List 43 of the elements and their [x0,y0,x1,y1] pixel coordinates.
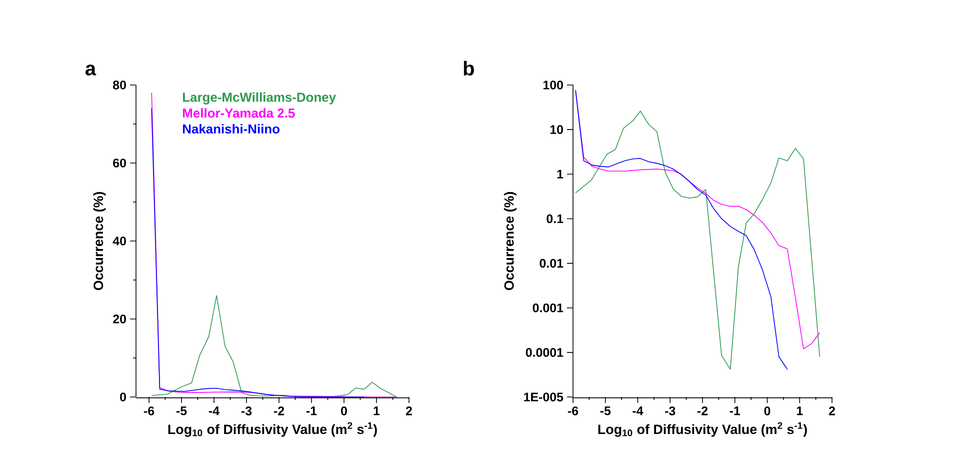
y-tick-label: 80 [113,80,126,90]
y-tick-label: 0.001 [532,303,564,312]
y-tick-label: 60 [113,158,126,168]
text: Mellor-Yamada 2.5 [182,108,295,118]
x-tick-label: 0 [341,406,347,416]
x-tick-label: 1 [796,406,803,416]
y-tick-label: 0.0001 [526,348,564,357]
y-tick-label: 10 [550,125,563,134]
line-series [151,295,398,398]
x-tick-label: 2 [828,406,835,416]
x-tick-label: -2 [697,406,708,416]
x-tick-label: -5 [176,406,187,416]
text: Nakanishi-Niino [182,124,280,134]
x-tick-label: -5 [600,406,611,416]
y-tick-label: 1 [557,170,564,178]
line-series [151,108,365,398]
x-axis-title: Log$_{10}$ of Diffusivity Value (m$^{2}$ s$^{-1}$) [598,422,807,437]
x-tick-label: -1 [306,406,317,416]
y-tick-label: 20 [113,314,126,324]
chart-title: b [464,60,474,76]
x-tick-label: -2 [274,406,284,416]
x-tick-label: -6 [568,406,578,416]
x-tick-label: -4 [632,406,644,416]
y-tick-label: 100 [543,80,563,90]
y-axis-title: Occurrence (%) [504,192,516,290]
x-tick-label: 2 [406,406,412,416]
text: Large-McWilliams-Doney [182,92,336,104]
x-tick-label: 1 [374,406,380,416]
y-tick-label: 0.01 [540,258,564,268]
x-tick-label: 0 [764,406,770,416]
x-axis-title: Log$_{10}$ of Diffusivity Value (m$^{2}$ s$^{-1}$) [168,422,377,437]
y-tick-label: 1E-005 [524,392,564,402]
x-tick-label: -3 [665,406,676,416]
y-tick-label: 0.1 [546,214,564,224]
x-tick-label: -1 [730,406,740,416]
y-tick-label: 0 [120,392,126,402]
y-tick-label: 40 [112,236,126,246]
line-series [575,90,788,370]
x-tick-label: -6 [144,406,154,416]
x-tick-label: -3 [241,406,252,416]
chart-title: a [86,64,96,76]
y-axis-title: Occurrence (%) [93,192,106,290]
x-tick-label: -4 [208,406,220,416]
